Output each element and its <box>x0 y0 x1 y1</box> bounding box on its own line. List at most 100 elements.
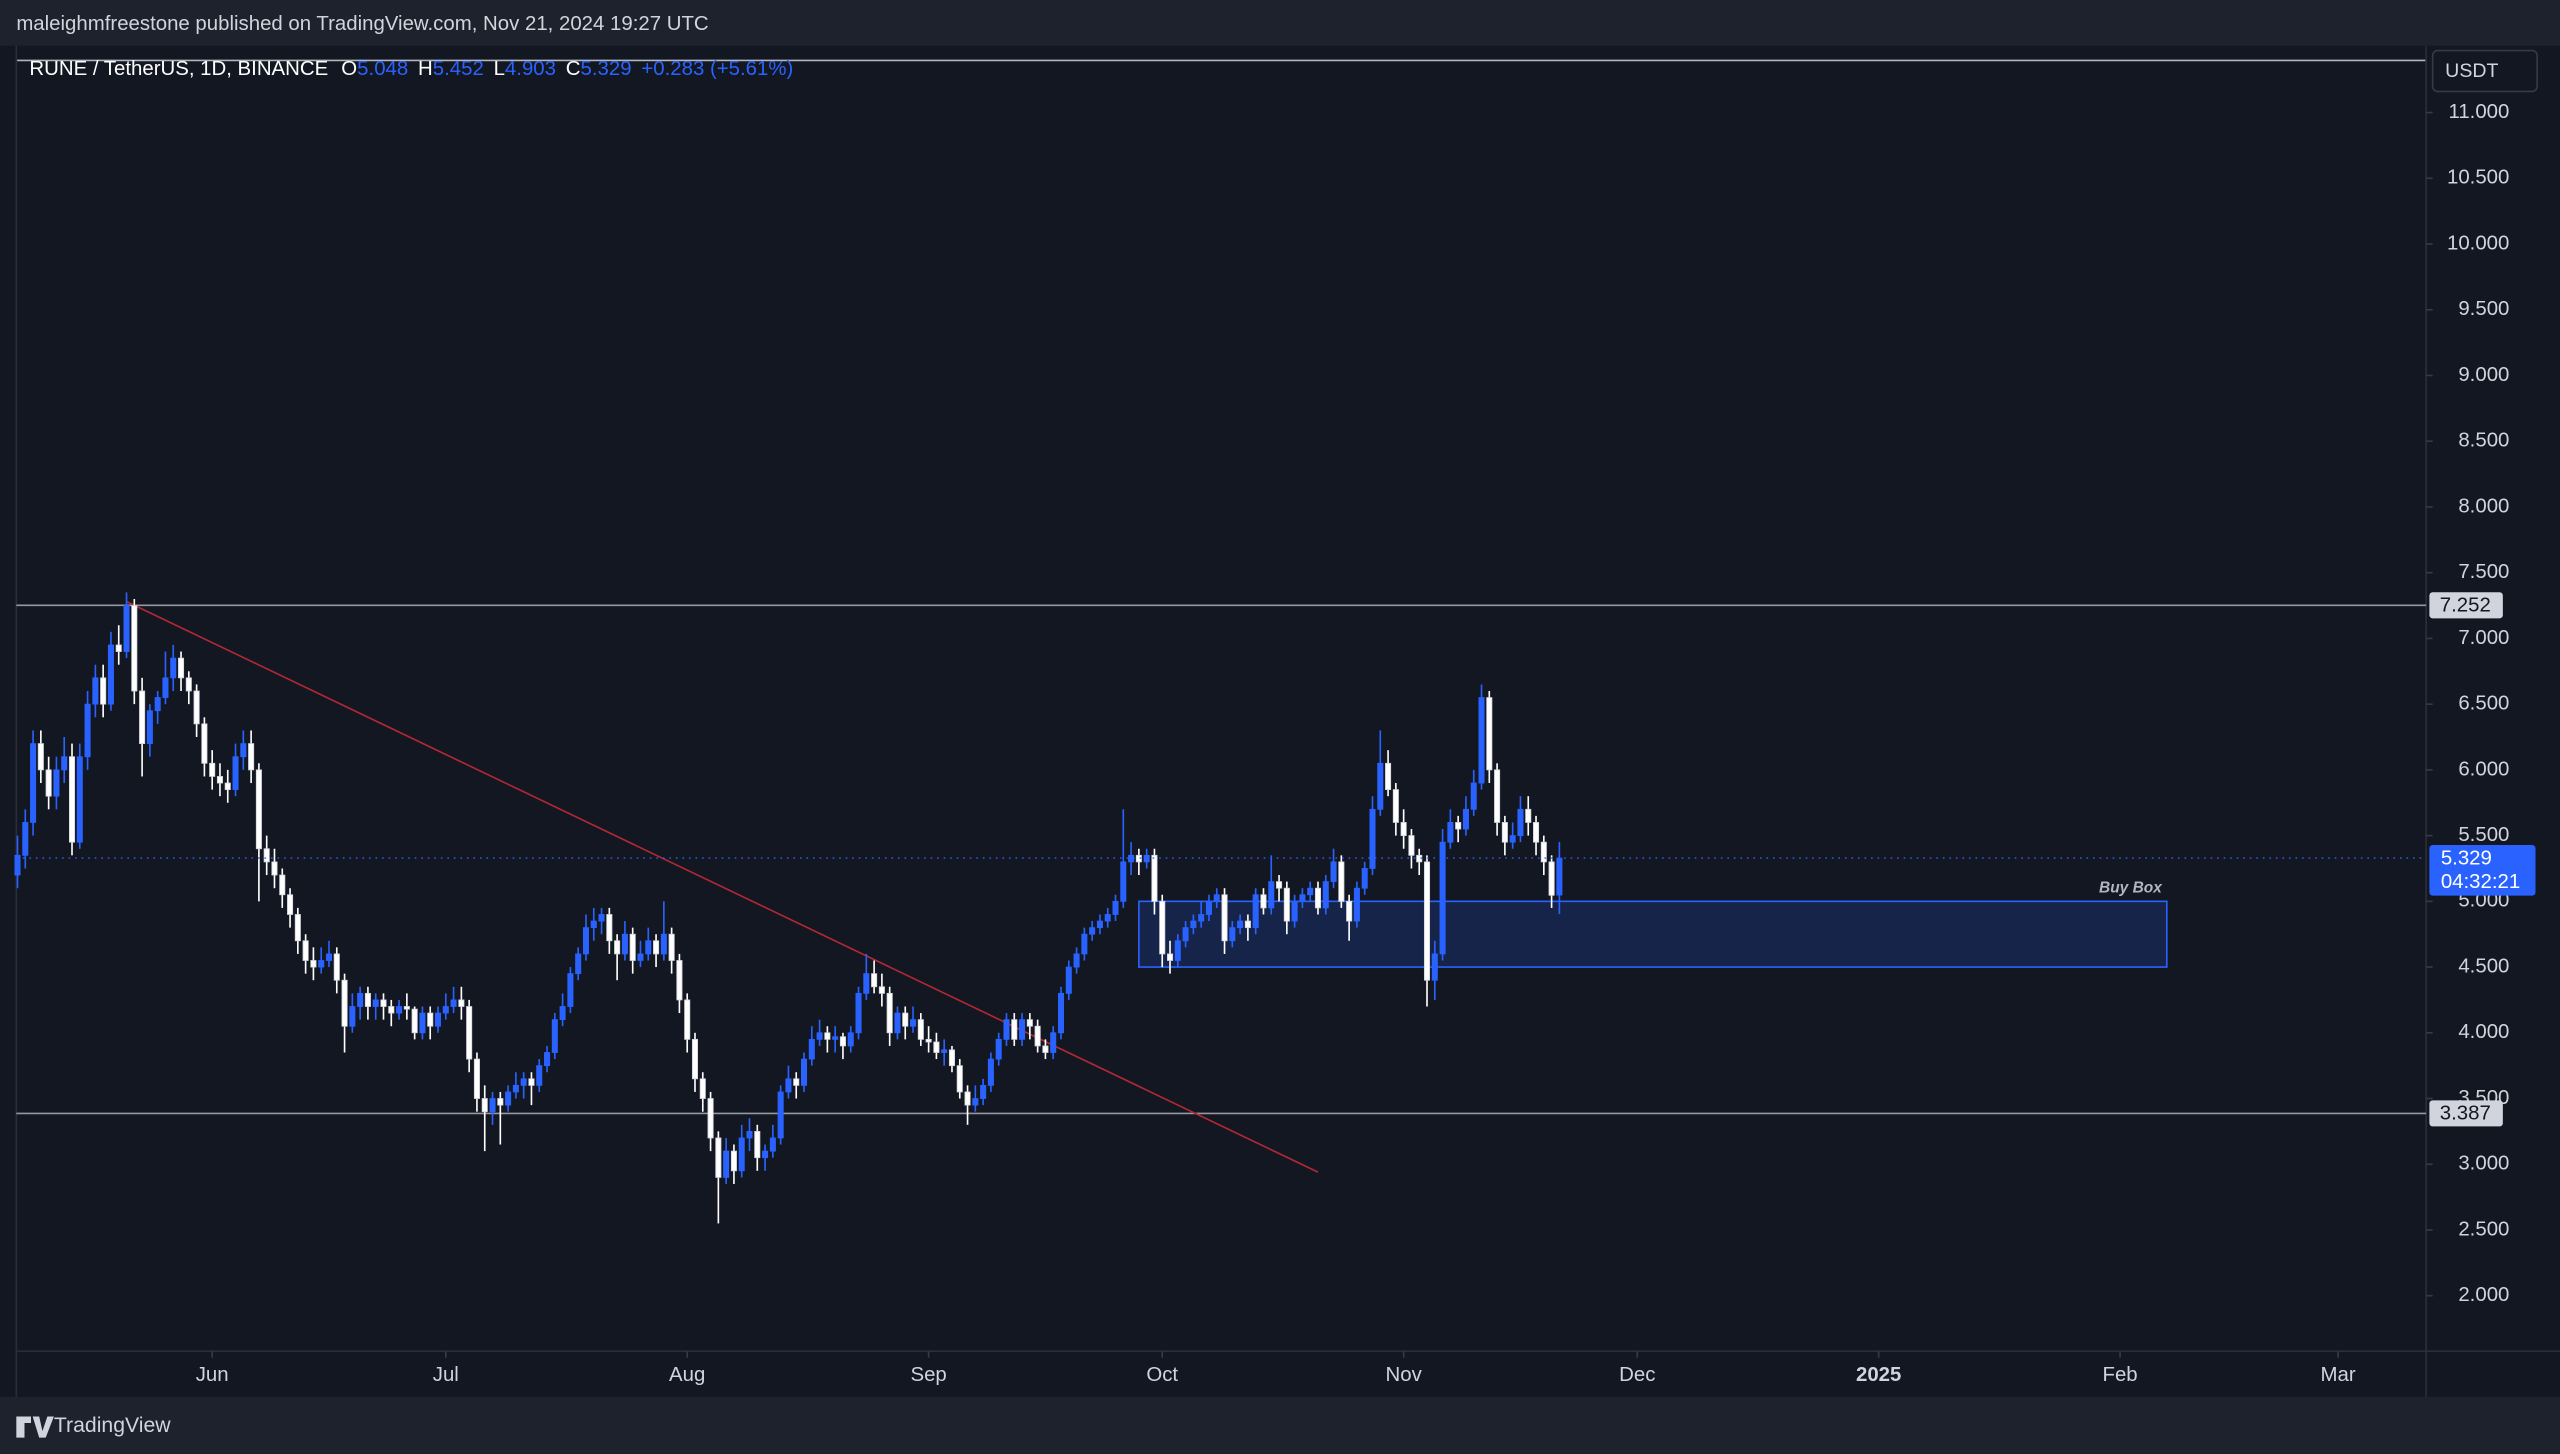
hline-label: 3.387 <box>2440 1103 2491 1125</box>
candle-body <box>325 953 333 961</box>
candle-body <box>1431 953 1438 981</box>
candle-body <box>1042 1045 1049 1053</box>
candle-body <box>1120 861 1127 902</box>
candle-body <box>333 953 340 981</box>
candle-body <box>1026 1019 1033 1027</box>
candle-body <box>536 1065 543 1086</box>
candle-body <box>1096 920 1103 929</box>
ohlc-value: 4.903 <box>505 59 556 81</box>
candle-body <box>653 940 660 955</box>
candle-body <box>832 1036 839 1040</box>
y-tick-label: 6.500 <box>2458 693 2509 715</box>
candle-body <box>302 940 309 961</box>
y-tick-label: 8.000 <box>2458 495 2509 517</box>
buy-box <box>1138 900 2168 968</box>
candle-body <box>92 677 99 705</box>
y-tick-label: 8.500 <box>2458 430 2509 452</box>
candle-body <box>1268 881 1275 909</box>
candle-body <box>1213 894 1220 902</box>
candle-body <box>1338 861 1345 902</box>
candle-body <box>1276 881 1283 889</box>
current-price-label: 5.329 <box>2441 847 2492 869</box>
candle-body <box>1050 1032 1057 1053</box>
candle-body <box>1159 900 1166 955</box>
candle-body <box>948 1049 955 1067</box>
candle-body <box>1525 808 1532 823</box>
candle-body <box>434 1012 442 1027</box>
candle-body <box>582 927 589 955</box>
publisher: maleighmfreestone published on TradingVi… <box>16 13 708 35</box>
candle-body <box>1377 762 1384 810</box>
candle-body <box>403 1006 410 1010</box>
candle-body <box>800 1058 808 1086</box>
candle-body <box>614 940 621 955</box>
candle-body <box>691 1038 699 1080</box>
candle-body <box>1174 940 1181 961</box>
candle-body <box>1494 769 1501 823</box>
candle-body <box>520 1078 527 1086</box>
y-tick-label: 5.500 <box>2458 824 2509 846</box>
y-tick-label: 6.000 <box>2458 758 2509 780</box>
candle-body <box>30 743 37 823</box>
candle-body <box>193 690 200 725</box>
candle-body <box>512 1084 519 1093</box>
candle-body <box>1455 822 1462 830</box>
candle-body <box>1509 835 1516 843</box>
y-tick-label: 7.500 <box>2458 561 2509 583</box>
ohlc-value: 5.452 <box>433 59 484 81</box>
candle-body <box>22 822 29 856</box>
ohlc-label: C <box>566 59 581 81</box>
candle-body <box>178 657 185 679</box>
candle-body <box>559 1006 566 1021</box>
candle-body <box>793 1078 800 1086</box>
x-tick-label: Jun <box>196 1364 229 1386</box>
ohlc-value: 5.329 <box>581 59 632 81</box>
candle-body <box>933 1041 940 1053</box>
candle-body <box>785 1078 792 1093</box>
candle-body <box>1112 900 1119 915</box>
candle-body <box>1548 861 1555 896</box>
candle-body <box>139 690 146 744</box>
candle-body <box>1314 887 1322 909</box>
candle-body <box>1182 927 1189 942</box>
candle-body <box>1556 857 1563 896</box>
candle-body <box>1135 854 1142 863</box>
candle-body <box>154 697 161 712</box>
x-tick-label: Sep <box>910 1364 946 1386</box>
candle-body <box>575 953 582 975</box>
candle-body <box>287 894 294 915</box>
candle-body <box>224 782 231 790</box>
candle-body <box>660 933 667 955</box>
candle-body <box>100 677 107 705</box>
candle-body <box>310 960 317 968</box>
candle-body <box>910 1019 917 1027</box>
candle-body <box>14 854 21 876</box>
candle-body <box>1190 920 1197 929</box>
candle-body <box>1128 854 1135 863</box>
candle-body <box>209 762 216 777</box>
x-tick-label: Oct <box>1146 1364 1178 1386</box>
candle-body <box>1167 953 1174 961</box>
currency-box[interactable] <box>2431 49 2538 93</box>
candle-body <box>1151 854 1158 902</box>
candle-body <box>1353 887 1360 922</box>
symbol-title: RUNE / TetherUS, 1D, BINANCE <box>29 59 328 81</box>
candle-body <box>1057 992 1065 1034</box>
candle-body <box>1486 697 1493 771</box>
candle-body <box>419 1012 426 1034</box>
candle-body <box>1322 881 1329 909</box>
candle-body <box>941 1049 948 1053</box>
candle-body <box>1104 914 1111 922</box>
x-tick-label: Aug <box>669 1364 705 1386</box>
candle-body <box>902 1012 909 1027</box>
candle-body <box>248 743 255 771</box>
candle-body <box>458 999 465 1007</box>
candle-body <box>878 986 885 994</box>
brand: TradingView <box>54 1414 171 1437</box>
candle-body <box>123 605 130 652</box>
y-tick-label: 2.500 <box>2458 1218 2509 1240</box>
candle-body <box>107 644 114 705</box>
candle-body <box>730 1150 737 1172</box>
candle-body <box>61 756 68 771</box>
